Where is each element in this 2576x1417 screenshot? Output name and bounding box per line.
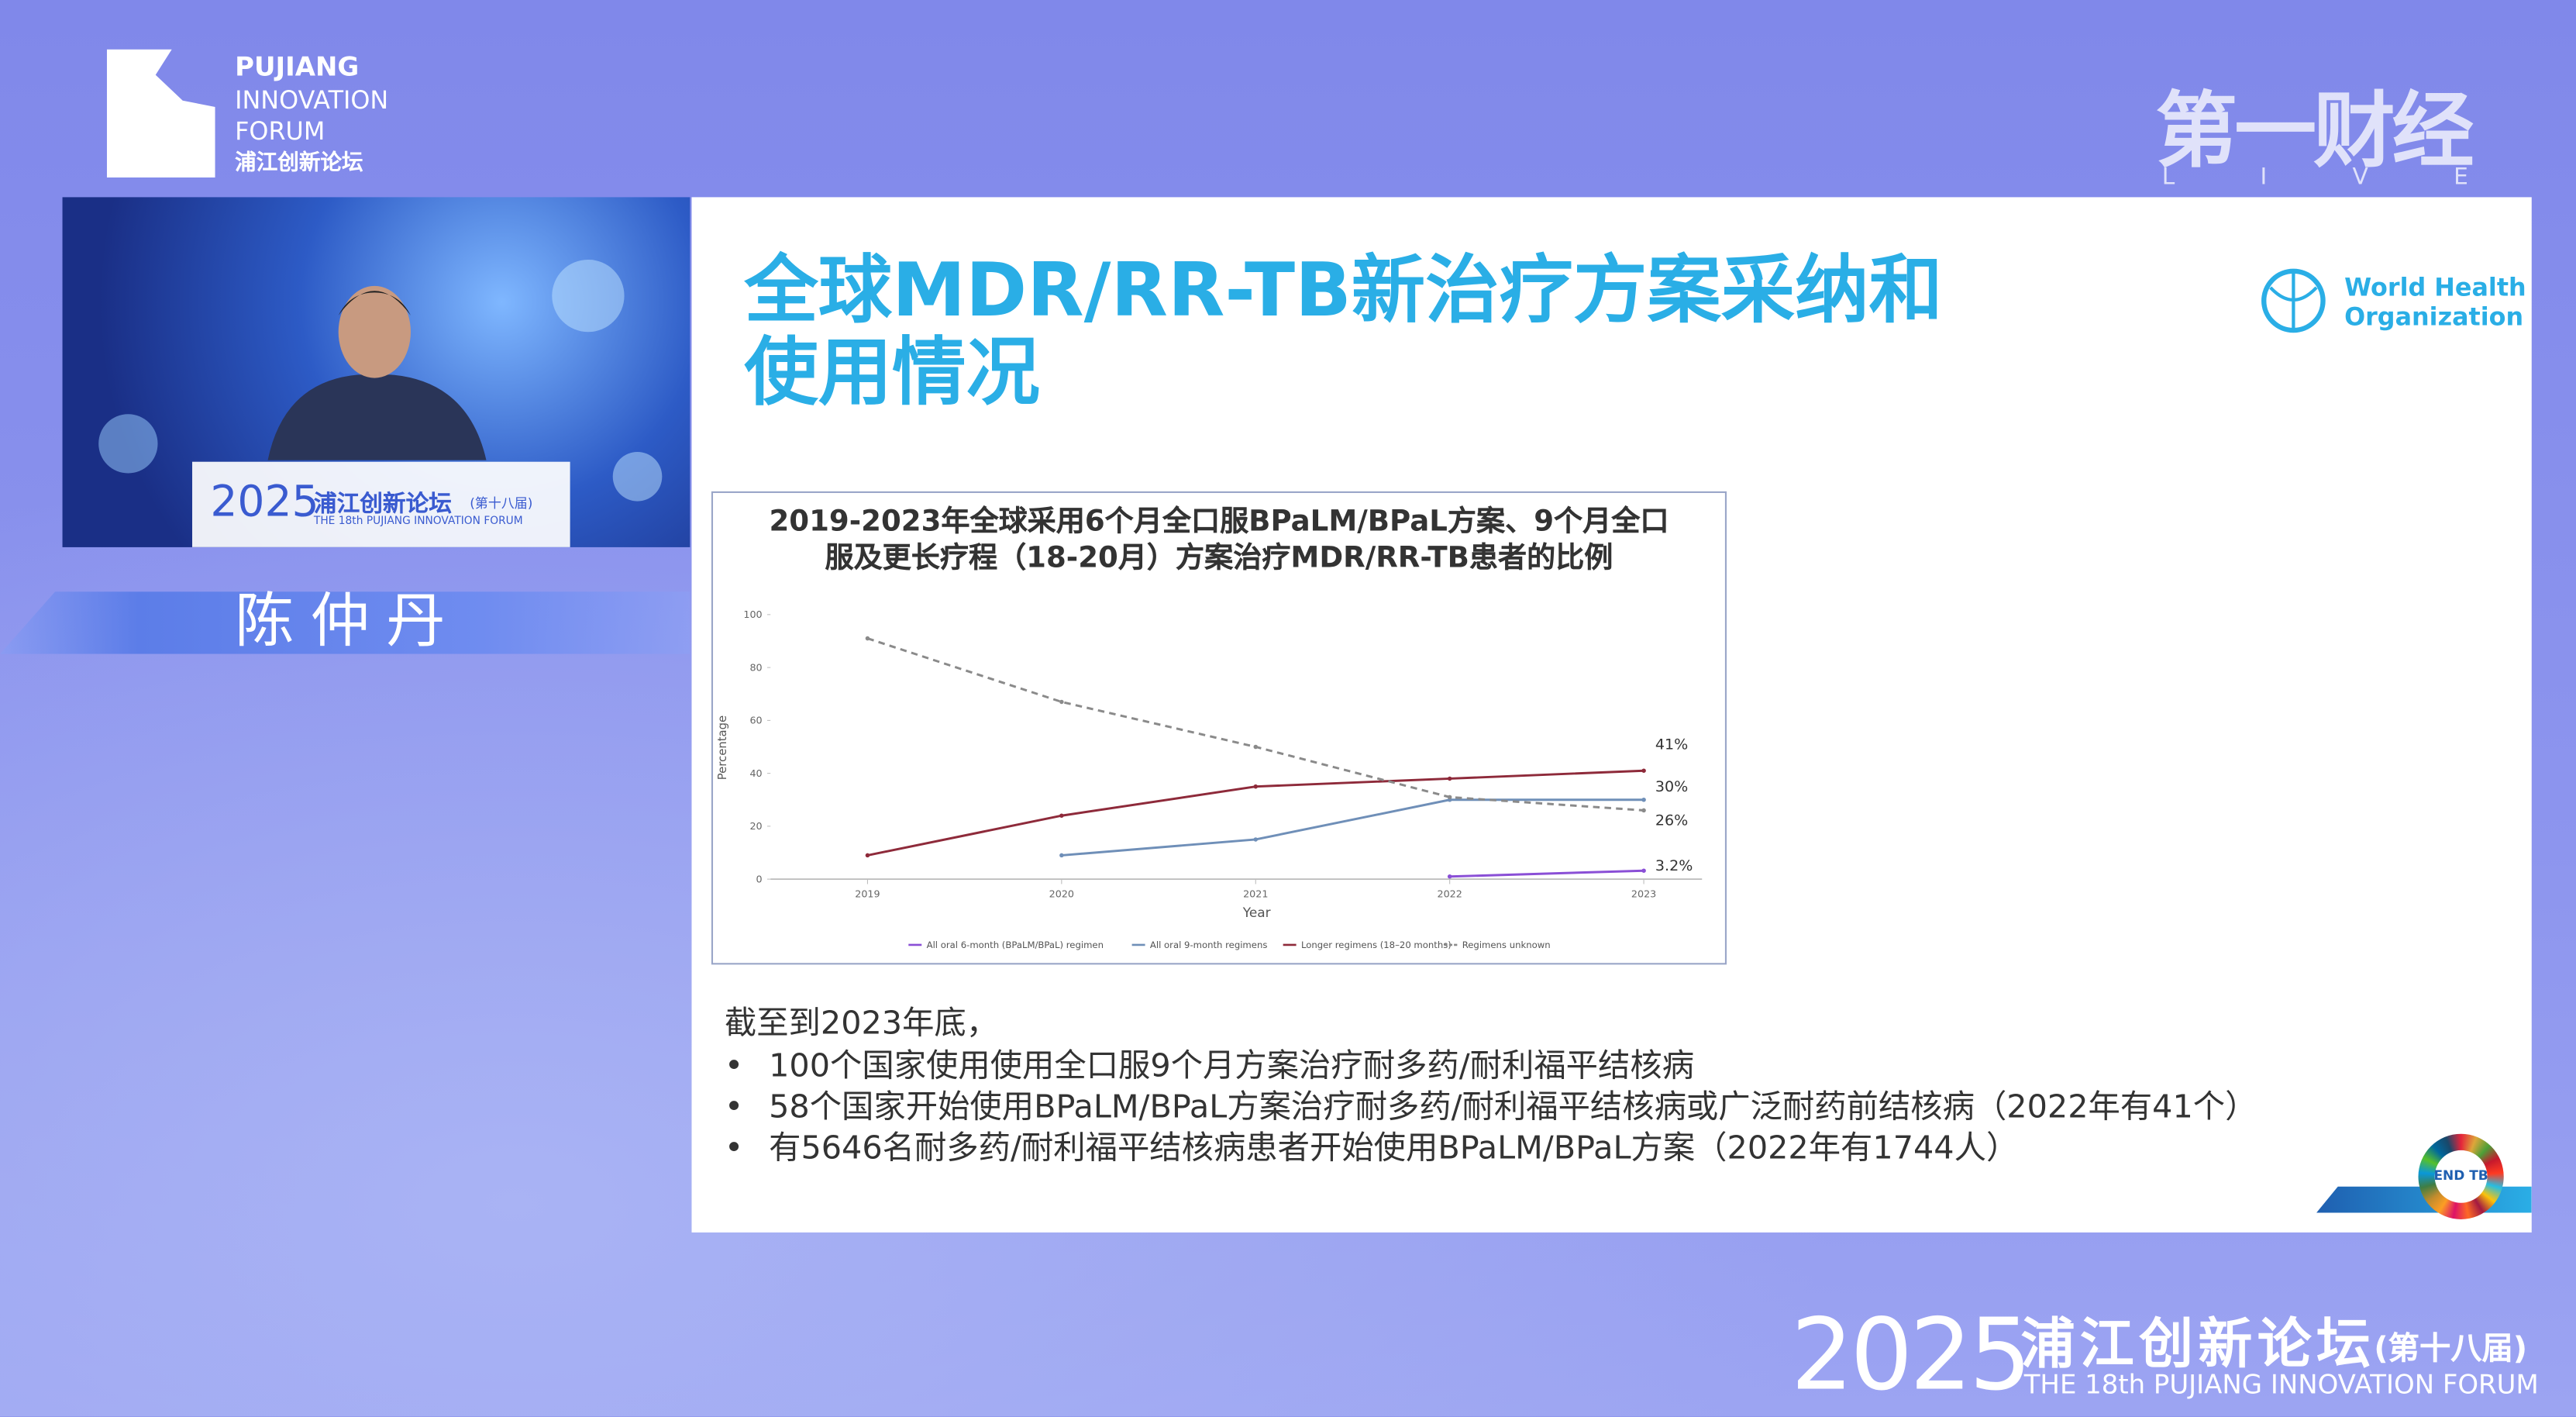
y-tick-label: 100: [743, 609, 762, 620]
podium-sub: THE 18th PUJIANG INNOVATION FORUM: [313, 514, 523, 528]
podium-edition: (第十八届): [470, 496, 533, 512]
speaker-body: [267, 374, 487, 460]
y-tick-label: 80: [749, 661, 762, 673]
bokeh: [552, 259, 625, 333]
value-label: 30%: [1655, 778, 1688, 795]
x-tick-label: 2022: [1438, 888, 1462, 899]
speaker-name: 陈仲丹: [235, 588, 462, 656]
x-axis-title: Year: [1242, 905, 1271, 920]
speaker-hair: [338, 291, 411, 316]
series-line: [867, 769, 1644, 857]
who-text: Organization: [2344, 302, 2524, 333]
slide-title: 全球MDR/RR-TB新治疗方案采纳和: [744, 246, 1943, 334]
bullet-dot: •: [724, 1046, 744, 1085]
data-point: [865, 853, 870, 858]
broadcaster-sub: LIVE: [2161, 164, 2554, 191]
footer-title: 浦江创新论坛: [2020, 1311, 2376, 1376]
series-line: [1061, 798, 1644, 857]
chart: Percentage Year 0 20 40 60 80 100 2019 2020 2021…: [716, 609, 1703, 950]
who-text: World Health: [2344, 272, 2526, 303]
data-point: [865, 636, 870, 641]
x-tick-label: 2019: [855, 888, 880, 899]
legend-label: All oral 9-month regimens: [1150, 939, 1267, 950]
who-emblem: [2261, 268, 2326, 333]
y-tick-label: 60: [749, 715, 762, 726]
legend-label: Longer regimens (18–20 months): [1301, 939, 1452, 950]
video-feed: 2025 浦江创新论坛 (第十八届) THE 18th PUJIANG INNO…: [62, 197, 690, 547]
podium-year: 2025: [210, 478, 319, 528]
bullet-dot: •: [724, 1088, 744, 1126]
intro-text: 截至到2023年底，: [724, 1004, 999, 1043]
footer-sub: THE 18th PUJIANG INNOVATION FORUM: [2023, 1368, 2539, 1401]
bullet: 58个国家开始使用BPaLM/BPaL方案治疗耐多药/耐利福平结核病或广泛耐药前…: [769, 1088, 2257, 1126]
broadcaster-logo: 第一财经: [2155, 84, 2474, 180]
chart-title: 服及更长疗程（18-20月）方案治疗MDR/RR-TB患者的比例: [825, 542, 1613, 575]
value-label: 3.2%: [1655, 857, 1693, 874]
legend-label: Regimens unknown: [1462, 939, 1551, 950]
logo-line: INNOVATION: [235, 85, 389, 115]
speaker-head: [338, 285, 411, 378]
forum-logo-mark: [106, 49, 215, 178]
podium-title: 浦江创新论坛: [313, 491, 452, 518]
bokeh: [98, 414, 158, 474]
data-point: [1447, 874, 1452, 879]
name-banner: [0, 591, 690, 654]
legend-label: All oral 6-month (BPaLM/BPaL) regimen: [927, 939, 1104, 950]
footer-year: 2025: [1790, 1298, 2032, 1414]
data-point: [1641, 868, 1646, 873]
data-point: [1059, 699, 1064, 705]
data-point: [1447, 795, 1452, 800]
bullet: 有5646名耐多药/耐利福平结核病患者开始使用BPaLM/BPaL方案（2022…: [769, 1129, 2019, 1167]
logo-line: 浦江创新论坛: [235, 151, 363, 176]
y-tick-label: 40: [749, 767, 762, 779]
who-staff: [2269, 271, 2318, 331]
footer-edition: (第十八届): [2374, 1331, 2528, 1367]
slide-title: 使用情况: [744, 328, 1040, 416]
data-point: [1059, 853, 1064, 858]
bokeh: [612, 451, 663, 502]
data-point: [1447, 776, 1452, 781]
y-tick-label: 0: [756, 873, 763, 884]
end-tb-text: END TB: [2433, 1168, 2488, 1184]
bullet: 100个国家使用使用全口服9个月方案治疗耐多药/耐利福平结核病: [769, 1046, 1695, 1085]
y-tick-label: 20: [749, 820, 762, 832]
data-point: [1641, 768, 1646, 773]
data-point: [1253, 837, 1259, 842]
y-axis-title: Percentage: [716, 715, 729, 780]
x-tick-label: 2020: [1049, 888, 1074, 899]
x-tick-label: 2021: [1243, 888, 1268, 899]
chart-title: 2019-2023年全球采用6个月全口服BPaLM/BPaL方案、9个月全口: [769, 505, 1669, 540]
chart-box: 2019-2023年全球采用6个月全口服BPaLM/BPaL方案、9个月全口 服…: [711, 491, 1727, 965]
logo-line: FORUM: [235, 116, 325, 147]
data-point: [1253, 744, 1259, 750]
data-point: [1059, 813, 1064, 818]
logo-line: PUJIANG: [235, 50, 360, 82]
bullet-dot: •: [724, 1129, 744, 1167]
sdg-center: [2434, 1150, 2488, 1203]
data-point: [1253, 784, 1259, 789]
data-point: [1641, 808, 1646, 813]
value-label: 41%: [1655, 736, 1688, 753]
video-scene: [98, 259, 663, 502]
x-tick-label: 2023: [1631, 888, 1656, 899]
data-point: [1641, 797, 1646, 802]
podium: [192, 461, 570, 547]
series-line: [1449, 869, 1644, 878]
value-label: 26%: [1655, 812, 1688, 829]
